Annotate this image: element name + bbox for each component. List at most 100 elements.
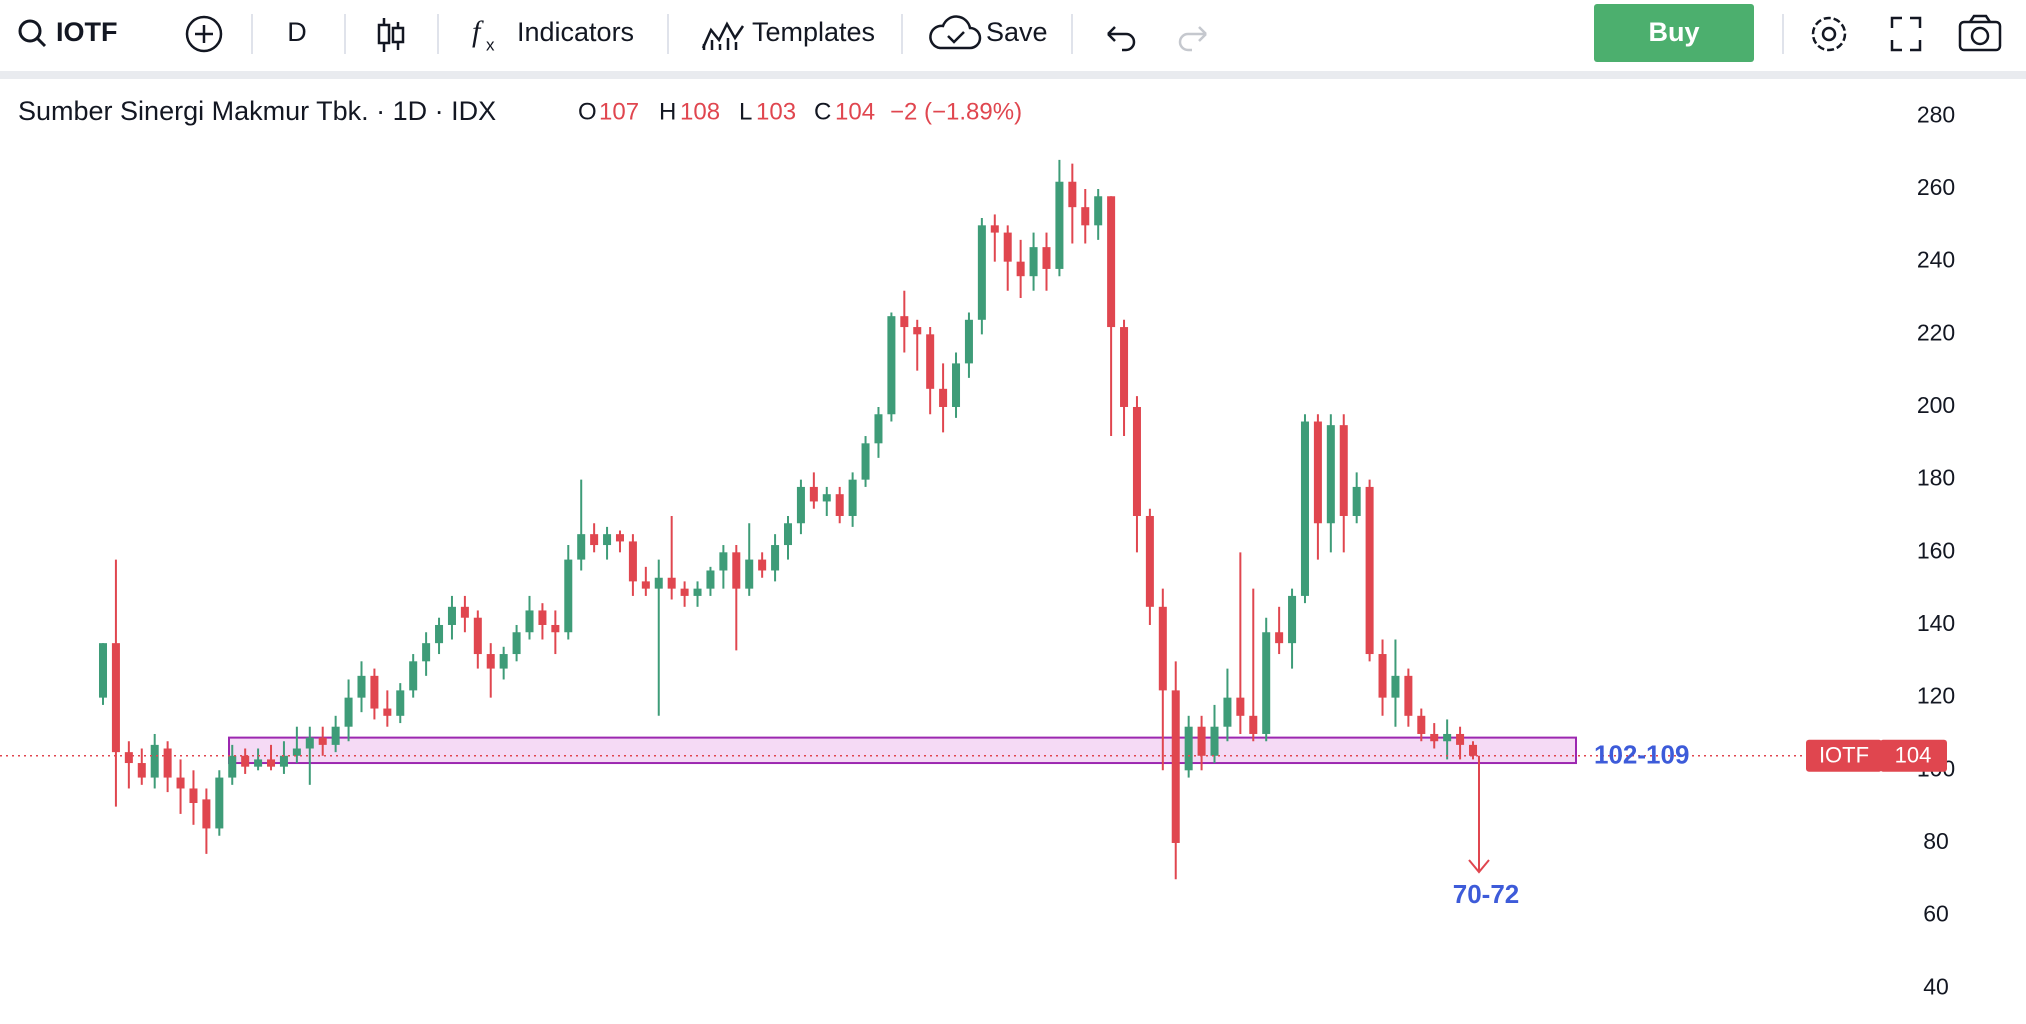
buy-button[interactable]: Buy: [1594, 4, 1754, 62]
candle-body: [900, 316, 909, 328]
candle-body: [1430, 733, 1439, 742]
templates-label: Templates: [752, 17, 875, 47]
candle-body: [241, 755, 250, 767]
candle-body: [1107, 196, 1116, 328]
target-label: 70-72: [1453, 879, 1520, 909]
candle-body: [1094, 196, 1103, 226]
legend-value: 103: [756, 98, 796, 125]
zone: [228, 736, 1577, 765]
templates-button[interactable]: Templates: [701, 17, 875, 50]
chart-type-button[interactable]: [377, 18, 405, 52]
candle-body: [809, 486, 818, 502]
candle-body: [499, 654, 508, 669]
candle-body: [176, 777, 185, 789]
zone-label: 102-109: [1594, 740, 1689, 770]
candle-body: [1055, 181, 1064, 269]
fx-icon: x: [486, 35, 495, 54]
candle-body: [628, 541, 637, 582]
candle-body: [1365, 486, 1374, 655]
candle-body: [1068, 181, 1077, 208]
y-tick-label: 220: [1917, 319, 1955, 345]
candle-body: [98, 643, 108, 698]
candle-body: [1029, 247, 1038, 277]
symbol-search[interactable]: IOTF: [18, 17, 118, 47]
candle-body: [1326, 425, 1335, 524]
candle-body: [189, 788, 198, 804]
candle-body: [383, 708, 392, 716]
save-button[interactable]: Save: [929, 15, 1048, 50]
cloud-icon: [929, 15, 982, 50]
candle-body: [667, 577, 676, 589]
candle-body: [926, 334, 935, 389]
interval[interactable]: D: [287, 17, 307, 47]
candle-body: [758, 559, 767, 571]
candle-body: [228, 755, 237, 778]
candle-body: [1236, 697, 1245, 716]
candle-body: [486, 654, 495, 669]
last-price-symbol: IOTF: [1819, 743, 1869, 768]
candle-body: [1249, 715, 1258, 734]
camera-icon: [1958, 20, 2002, 52]
candle-body: [111, 643, 120, 753]
candle-body: [357, 675, 366, 698]
candle-body: [318, 737, 327, 745]
candle-body: [331, 726, 340, 745]
candle-body: [706, 570, 715, 589]
candle-body: [1016, 261, 1025, 277]
legend-label: C: [814, 98, 831, 125]
settings-button[interactable]: [1811, 16, 1847, 52]
last-price-symbol-bg: [1806, 739, 1882, 772]
candle-body: [292, 748, 301, 756]
redo-button[interactable]: [1178, 26, 1207, 52]
symbol: IOTF: [56, 17, 118, 47]
candle-body: [835, 494, 844, 516]
candle-body: [822, 494, 831, 502]
toolbar: IOTF D f x Indicators Templates Save: [0, 0, 2026, 79]
plus-icon: [195, 25, 213, 43]
chart-title: Sumber Sinergi Makmur Tbk. · 1D · IDX: [18, 96, 496, 126]
candle-body: [344, 697, 353, 727]
candle-body: [447, 606, 456, 625]
candle-body: [848, 479, 857, 516]
candle-body: [1417, 715, 1426, 734]
candle-body: [990, 225, 999, 233]
candle-body: [1378, 654, 1387, 698]
y-tick-label: 260: [1917, 174, 1955, 200]
undo-button[interactable]: [1107, 26, 1136, 52]
target-arrow-head: [1468, 859, 1490, 874]
candle-body: [202, 799, 211, 829]
candle-body: [577, 534, 586, 560]
candle-body: [1171, 690, 1180, 843]
legend-change: −2 (−1.89%): [890, 98, 1022, 125]
candle-body: [396, 690, 405, 716]
candle-body: [163, 748, 172, 778]
fullscreen-button[interactable]: [1890, 16, 1922, 52]
plus-icon: [185, 15, 223, 53]
buy-bg: [1594, 4, 1754, 62]
candle-body: [370, 675, 379, 709]
save-label: Save: [986, 17, 1048, 47]
candle-body: [913, 327, 922, 335]
compare-button[interactable]: [185, 15, 223, 53]
candle-body: [952, 363, 961, 407]
candle-body: [1288, 595, 1297, 644]
candle-body: [1184, 726, 1193, 771]
templates-icon: [702, 38, 738, 50]
candle-body: [874, 414, 883, 444]
candle-body: [124, 752, 133, 764]
y-tick-label: 60: [1923, 901, 1949, 927]
candle-body: [525, 610, 534, 633]
snapshot-button[interactable]: [1958, 14, 2002, 52]
candle-icon: [377, 23, 391, 45]
candle-body: [150, 744, 159, 778]
candle-body: [1300, 421, 1309, 596]
candle-body: [654, 577, 663, 589]
y-tick-label: 140: [1917, 610, 1955, 636]
indicators-button[interactable]: f x Indicators: [472, 15, 634, 55]
y-tick-label: 120: [1917, 683, 1955, 709]
candle-body: [771, 545, 780, 571]
candle-body: [1145, 515, 1154, 607]
